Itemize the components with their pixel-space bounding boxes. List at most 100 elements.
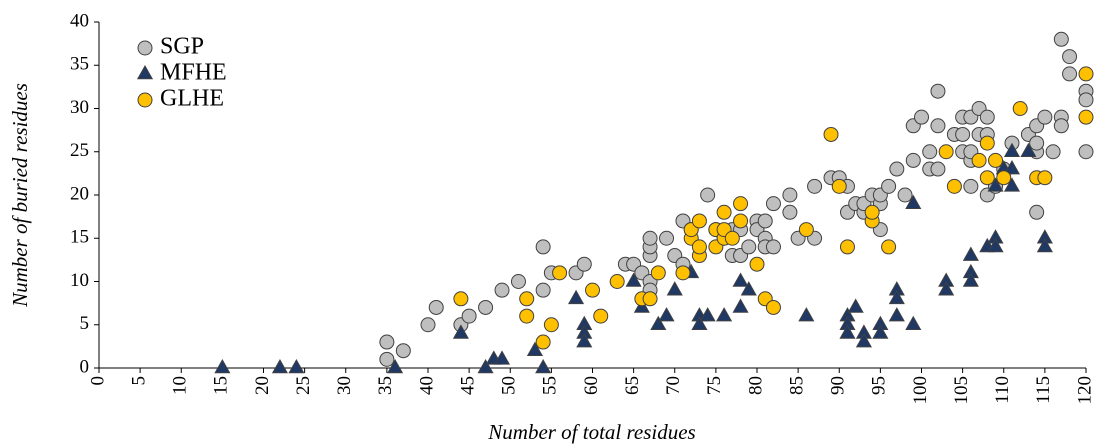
point	[214, 358, 231, 374]
point	[839, 324, 856, 339]
point	[962, 246, 979, 261]
point	[395, 343, 411, 359]
point	[543, 317, 559, 333]
point	[1012, 101, 1028, 116]
point	[658, 307, 675, 322]
point	[642, 291, 658, 307]
point	[1029, 204, 1045, 220]
point	[922, 144, 938, 160]
point	[387, 358, 404, 374]
x-tick-label: 60	[581, 376, 602, 395]
y-tick-label: 20	[70, 183, 89, 204]
x-axis-title: Number of total residues	[487, 420, 695, 444]
point	[938, 144, 954, 160]
x-tick-label: 80	[745, 376, 766, 395]
point	[996, 170, 1012, 186]
point	[1053, 31, 1069, 47]
y-tick-label: 5	[80, 313, 90, 334]
point	[798, 307, 815, 322]
x-tick-label: 50	[499, 376, 520, 395]
point	[1020, 142, 1037, 158]
point	[905, 194, 922, 209]
point	[888, 289, 905, 305]
point	[1062, 49, 1078, 65]
legend-label: GLHE	[160, 86, 224, 112]
point	[510, 274, 526, 289]
y-tick-label: 30	[70, 97, 89, 118]
point	[732, 272, 749, 287]
point	[963, 178, 979, 194]
point	[675, 265, 691, 281]
point	[938, 281, 955, 296]
legend-marker	[137, 40, 153, 56]
point	[782, 187, 798, 203]
point	[642, 230, 658, 246]
point	[567, 289, 585, 305]
x-tick-label: 35	[375, 376, 396, 395]
point	[494, 282, 510, 298]
point	[955, 126, 971, 142]
legend-marker	[137, 92, 153, 108]
x-tick-label: 95	[869, 376, 890, 395]
point	[839, 239, 855, 255]
x-tick-label: 25	[293, 376, 314, 395]
point	[519, 308, 535, 324]
point	[1045, 144, 1061, 160]
x-tick-label: 85	[786, 376, 807, 395]
point	[765, 196, 781, 212]
point	[1062, 66, 1078, 82]
point	[765, 239, 781, 255]
x-tick-label: 45	[457, 376, 478, 395]
point	[930, 118, 946, 134]
point	[700, 187, 716, 203]
point	[453, 291, 469, 307]
point	[535, 358, 552, 374]
point	[535, 334, 551, 350]
point	[1053, 118, 1069, 134]
point	[288, 358, 305, 374]
x-tick-label: 0	[87, 376, 108, 386]
x-tick-label: 5	[128, 376, 149, 386]
x-tick-label: 15	[211, 376, 232, 395]
point	[1078, 144, 1094, 160]
x-tick-label: 10	[170, 376, 191, 395]
point	[905, 152, 921, 168]
point	[526, 341, 543, 356]
point	[1078, 66, 1094, 82]
point	[889, 161, 905, 177]
x-tick-label: 20	[252, 376, 273, 395]
x-tick-label: 70	[663, 376, 684, 395]
point	[732, 298, 749, 313]
point	[1037, 170, 1053, 186]
point	[765, 299, 781, 315]
point	[962, 272, 979, 287]
x-tick-label: 105	[951, 376, 972, 405]
point	[1003, 142, 1021, 158]
point	[979, 170, 995, 186]
point	[552, 265, 568, 281]
point	[452, 324, 469, 339]
point	[493, 350, 511, 365]
y-tick-label: 35	[70, 54, 89, 75]
point	[716, 204, 732, 220]
point	[987, 177, 1004, 192]
point	[979, 135, 995, 151]
x-tick-label: 75	[704, 376, 725, 395]
point	[691, 315, 708, 331]
point	[946, 178, 962, 194]
point	[905, 315, 922, 331]
point	[807, 178, 823, 194]
y-tick-label: 15	[70, 227, 89, 248]
point	[659, 230, 675, 246]
point	[716, 307, 733, 322]
y-tick-label: 0	[80, 356, 90, 377]
point	[1078, 92, 1094, 108]
point	[1003, 160, 1021, 175]
legend-marker	[136, 64, 154, 80]
point	[823, 126, 839, 142]
point	[897, 187, 913, 203]
x-tick-label: 40	[416, 376, 437, 395]
point	[1078, 109, 1094, 125]
point	[831, 178, 847, 194]
